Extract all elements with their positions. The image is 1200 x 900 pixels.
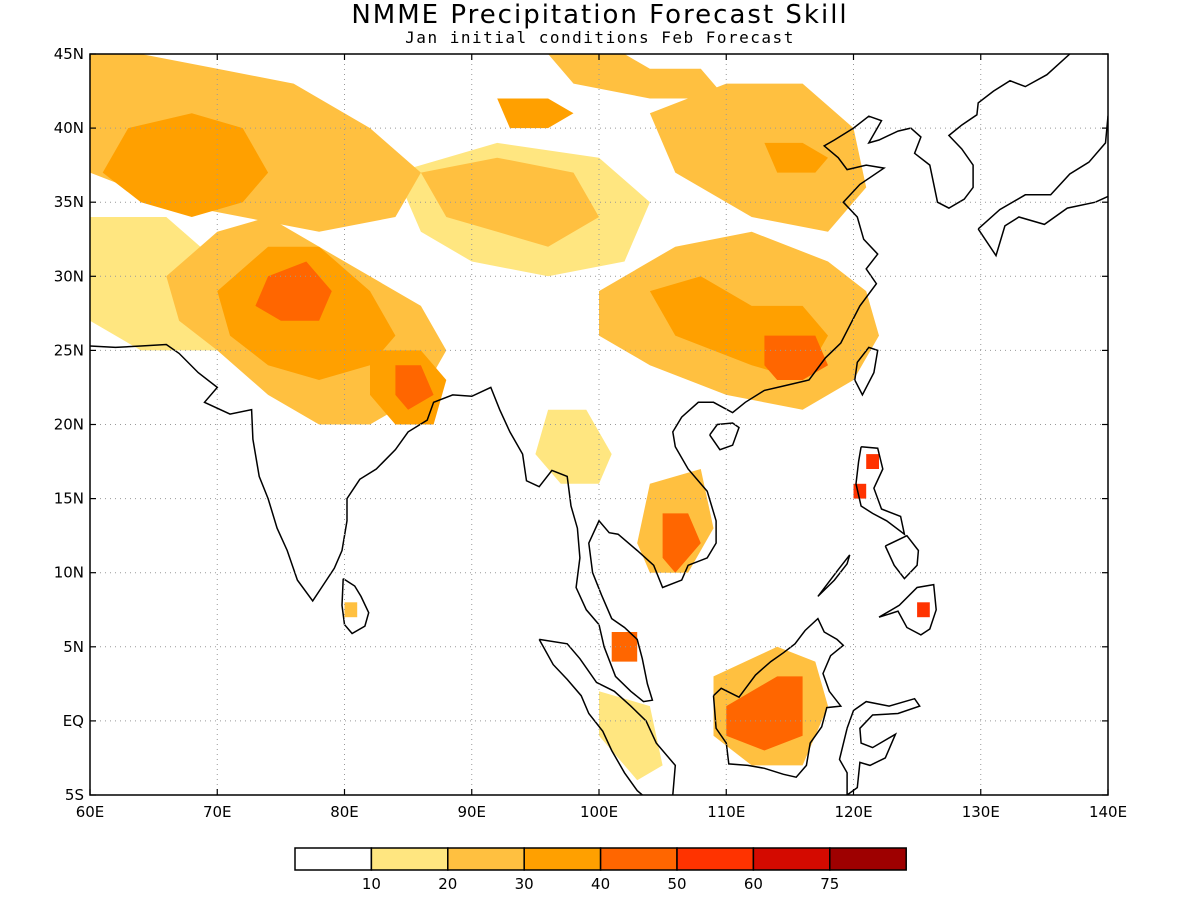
- colorbar-label: 30: [515, 875, 534, 893]
- skill-region-sumatra: [599, 691, 663, 781]
- coastline-path: [341, 577, 370, 635]
- coastline-path: [854, 346, 879, 397]
- colorbar-label: 40: [591, 875, 610, 893]
- colorbar-swatch: [752, 847, 831, 871]
- x-tick-label: 60E: [76, 803, 105, 821]
- skill-region-mindanao: [917, 602, 930, 618]
- colorbar-swatch: [829, 847, 907, 871]
- coastlines: [90, 54, 1108, 795]
- x-tick-label: 110E: [707, 803, 745, 821]
- x-tick-label: 130E: [962, 803, 1000, 821]
- skill-region-philippines-north: [866, 454, 879, 469]
- y-tick-label: 10N: [54, 564, 84, 582]
- skill-region-tibet-core: [420, 157, 599, 247]
- y-tick-label: 15N: [54, 490, 84, 508]
- colorbar-swatch: [370, 847, 449, 871]
- skill-region-qinghai: [497, 98, 574, 129]
- skill-region-guangdong: [764, 335, 828, 380]
- coastline-path: [884, 534, 920, 580]
- axis-ticks: 60E 70E 80E 90E 100E 110E 120E 130E 140E 45N 40N 35…: [54, 45, 1127, 821]
- y-tick-label: 45N: [54, 45, 84, 63]
- coastline-path: [977, 115, 1108, 258]
- y-tick-label: 30N: [54, 267, 84, 285]
- skill-region-india-max: [255, 261, 332, 321]
- y-tick-label: EQ: [63, 712, 84, 730]
- colorbar-label: 60: [744, 875, 763, 893]
- skill-region-sri-lanka: [344, 602, 358, 618]
- chart-subtitle: Jan initial conditions Feb Forecast: [405, 28, 795, 47]
- y-tick-label: 20N: [54, 416, 84, 434]
- x-tick-label: 100E: [580, 803, 618, 821]
- skill-region-malaysia: [611, 632, 638, 662]
- skill-region-luzon: [853, 483, 867, 499]
- skill-region-bengal-core: [395, 365, 434, 410]
- colorbar-label: 50: [667, 875, 686, 893]
- skill-region-borneo-core: [726, 676, 803, 751]
- colorbar-swatch: [447, 847, 525, 871]
- colorbar-label: 20: [438, 875, 457, 893]
- x-tick-label: 120E: [834, 803, 872, 821]
- y-tick-label: 5S: [65, 786, 84, 804]
- colorbar: 10 20 30 40 50 60 75: [294, 847, 907, 893]
- skill-region-cambodia-core: [662, 513, 701, 573]
- gridlines: [90, 54, 1108, 795]
- coastline-path: [90, 54, 1071, 703]
- x-tick-label: 140E: [1089, 803, 1127, 821]
- skill-regions: [90, 54, 930, 781]
- y-tick-label: 5N: [63, 638, 84, 656]
- coastline-path: [878, 583, 937, 636]
- y-tick-label: 35N: [54, 193, 84, 211]
- x-tick-label: 90E: [457, 803, 486, 821]
- y-tick-label: 40N: [54, 119, 84, 137]
- chart-title: NMME Precipitation Forecast Skill: [351, 0, 849, 30]
- coastline-path: [538, 638, 677, 795]
- skill-region-afghanistan: [102, 113, 269, 217]
- colorbar-swatch: [676, 847, 755, 871]
- skill-region-north-china: [649, 83, 867, 232]
- y-tick-label: 25N: [54, 341, 84, 359]
- x-tick-label: 70E: [203, 803, 232, 821]
- colorbar-swatch: [599, 847, 678, 871]
- colorbar-swatch: [523, 847, 602, 871]
- colorbar-label: 75: [820, 875, 839, 893]
- skill-region-mongolia: [548, 54, 727, 99]
- x-tick-label: 80E: [330, 803, 359, 821]
- coastline-path: [709, 422, 740, 451]
- coastline-path: [712, 617, 845, 779]
- skill-region-myanmar: [535, 409, 612, 484]
- colorbar-swatch: [294, 847, 373, 871]
- colorbar-label: 10: [362, 875, 381, 893]
- coastline-path: [855, 445, 906, 537]
- coastline-path: [817, 554, 851, 597]
- coastline-path: [838, 697, 921, 795]
- skill-region-north-china-core: [764, 142, 828, 173]
